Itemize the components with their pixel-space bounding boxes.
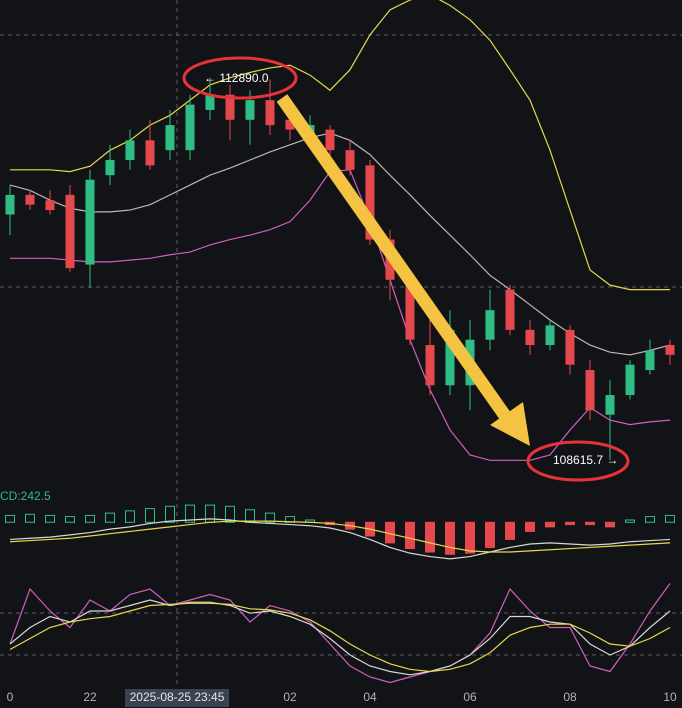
macd-bar [465, 521, 475, 554]
macd-bar [605, 521, 615, 528]
x-tick-label: 08 [563, 690, 577, 704]
candle-body [325, 129, 335, 151]
highlight-ellipse [182, 56, 298, 100]
macd-bar [545, 521, 555, 528]
macd-bar [405, 521, 415, 550]
macd-bar [5, 514, 15, 523]
macd-line [9, 518, 671, 560]
candle-body [85, 179, 95, 265]
candle-body [585, 370, 595, 411]
candle-body [525, 329, 535, 346]
macd-bar [165, 505, 175, 523]
main-pane [5, 0, 675, 461]
candle-body [505, 289, 515, 330]
candle-body [225, 94, 235, 120]
trend-arrow [276, 94, 514, 424]
x-tick-label: 22 [83, 690, 97, 704]
crosshair-label-box [125, 689, 229, 707]
kdj-line [9, 583, 671, 684]
macd-bar [565, 521, 575, 526]
macd-bar [625, 519, 635, 523]
highlight-ellipse [526, 440, 630, 482]
low-annotation: 108615.7 → [553, 453, 618, 467]
x-tick-label: 02 [283, 690, 297, 704]
candle-body [345, 150, 355, 170]
macd-bar [85, 514, 95, 523]
candle-body [565, 329, 575, 365]
candle-body [485, 310, 495, 340]
macd-bar [425, 521, 435, 553]
macd-bar [205, 504, 215, 523]
macd-bar [105, 512, 115, 523]
band-line [9, 132, 671, 356]
macd-bar [45, 514, 55, 523]
candle-body [605, 395, 615, 415]
kdj-line [9, 602, 671, 673]
macd-bar [645, 516, 655, 523]
candle-body [125, 140, 135, 160]
candle-body [145, 140, 155, 166]
candle-body [285, 119, 295, 130]
x-tick-label: 10 [663, 690, 677, 704]
macd-bar [665, 514, 675, 523]
candle-body [185, 104, 195, 151]
candle-body [245, 100, 255, 120]
candle-body [405, 279, 415, 340]
macd-bar [225, 505, 235, 523]
macd-pane [5, 504, 675, 560]
x-tick-label: 06 [463, 690, 477, 704]
candle-body [45, 200, 55, 211]
macd-bar [25, 513, 35, 523]
macd-bar [585, 521, 595, 526]
x-tick-label: 0 [7, 690, 14, 704]
macd-bar [505, 521, 515, 540]
macd-bar [445, 521, 455, 555]
macd-line [9, 520, 671, 553]
candle-body [65, 194, 75, 269]
macd-bar [185, 504, 195, 523]
macd-bar [265, 512, 275, 523]
candle-body [265, 100, 275, 126]
macd-bar [485, 521, 495, 548]
candle-body [645, 350, 655, 371]
candle-body [625, 364, 635, 396]
macd-bar [525, 521, 535, 532]
grid [0, 0, 682, 688]
candle-body [545, 325, 555, 346]
candle-body [165, 125, 175, 151]
kdj-line [9, 599, 671, 676]
candle-body [445, 329, 455, 386]
high-annotation: ← 112890.0 [204, 71, 269, 85]
macd-bar [145, 508, 155, 523]
x-tick-label: 04 [363, 690, 377, 704]
kdj-pane [9, 583, 671, 684]
candle-body [205, 94, 215, 110]
x-axis: 0 22 02 04 06 08 10 [7, 690, 677, 704]
macd-bar [125, 510, 135, 523]
candle-body [25, 194, 35, 205]
candle-body [365, 165, 375, 240]
candle-body [5, 194, 15, 215]
macd-bar [65, 516, 75, 523]
macd-bar [245, 509, 255, 523]
macd-label: CD:242.5 [0, 489, 51, 503]
candle-body [105, 160, 115, 176]
candle-body [665, 345, 675, 355]
crosshair-label: 2025-08-25 23:45 [130, 690, 225, 704]
candle-body [425, 345, 435, 386]
trend-arrow-head [490, 402, 530, 446]
band-line [10, 0, 670, 291]
annotation-overlay: ← 112890.0 108615.7 → CD:242.5 2025-08-2… [0, 56, 630, 707]
